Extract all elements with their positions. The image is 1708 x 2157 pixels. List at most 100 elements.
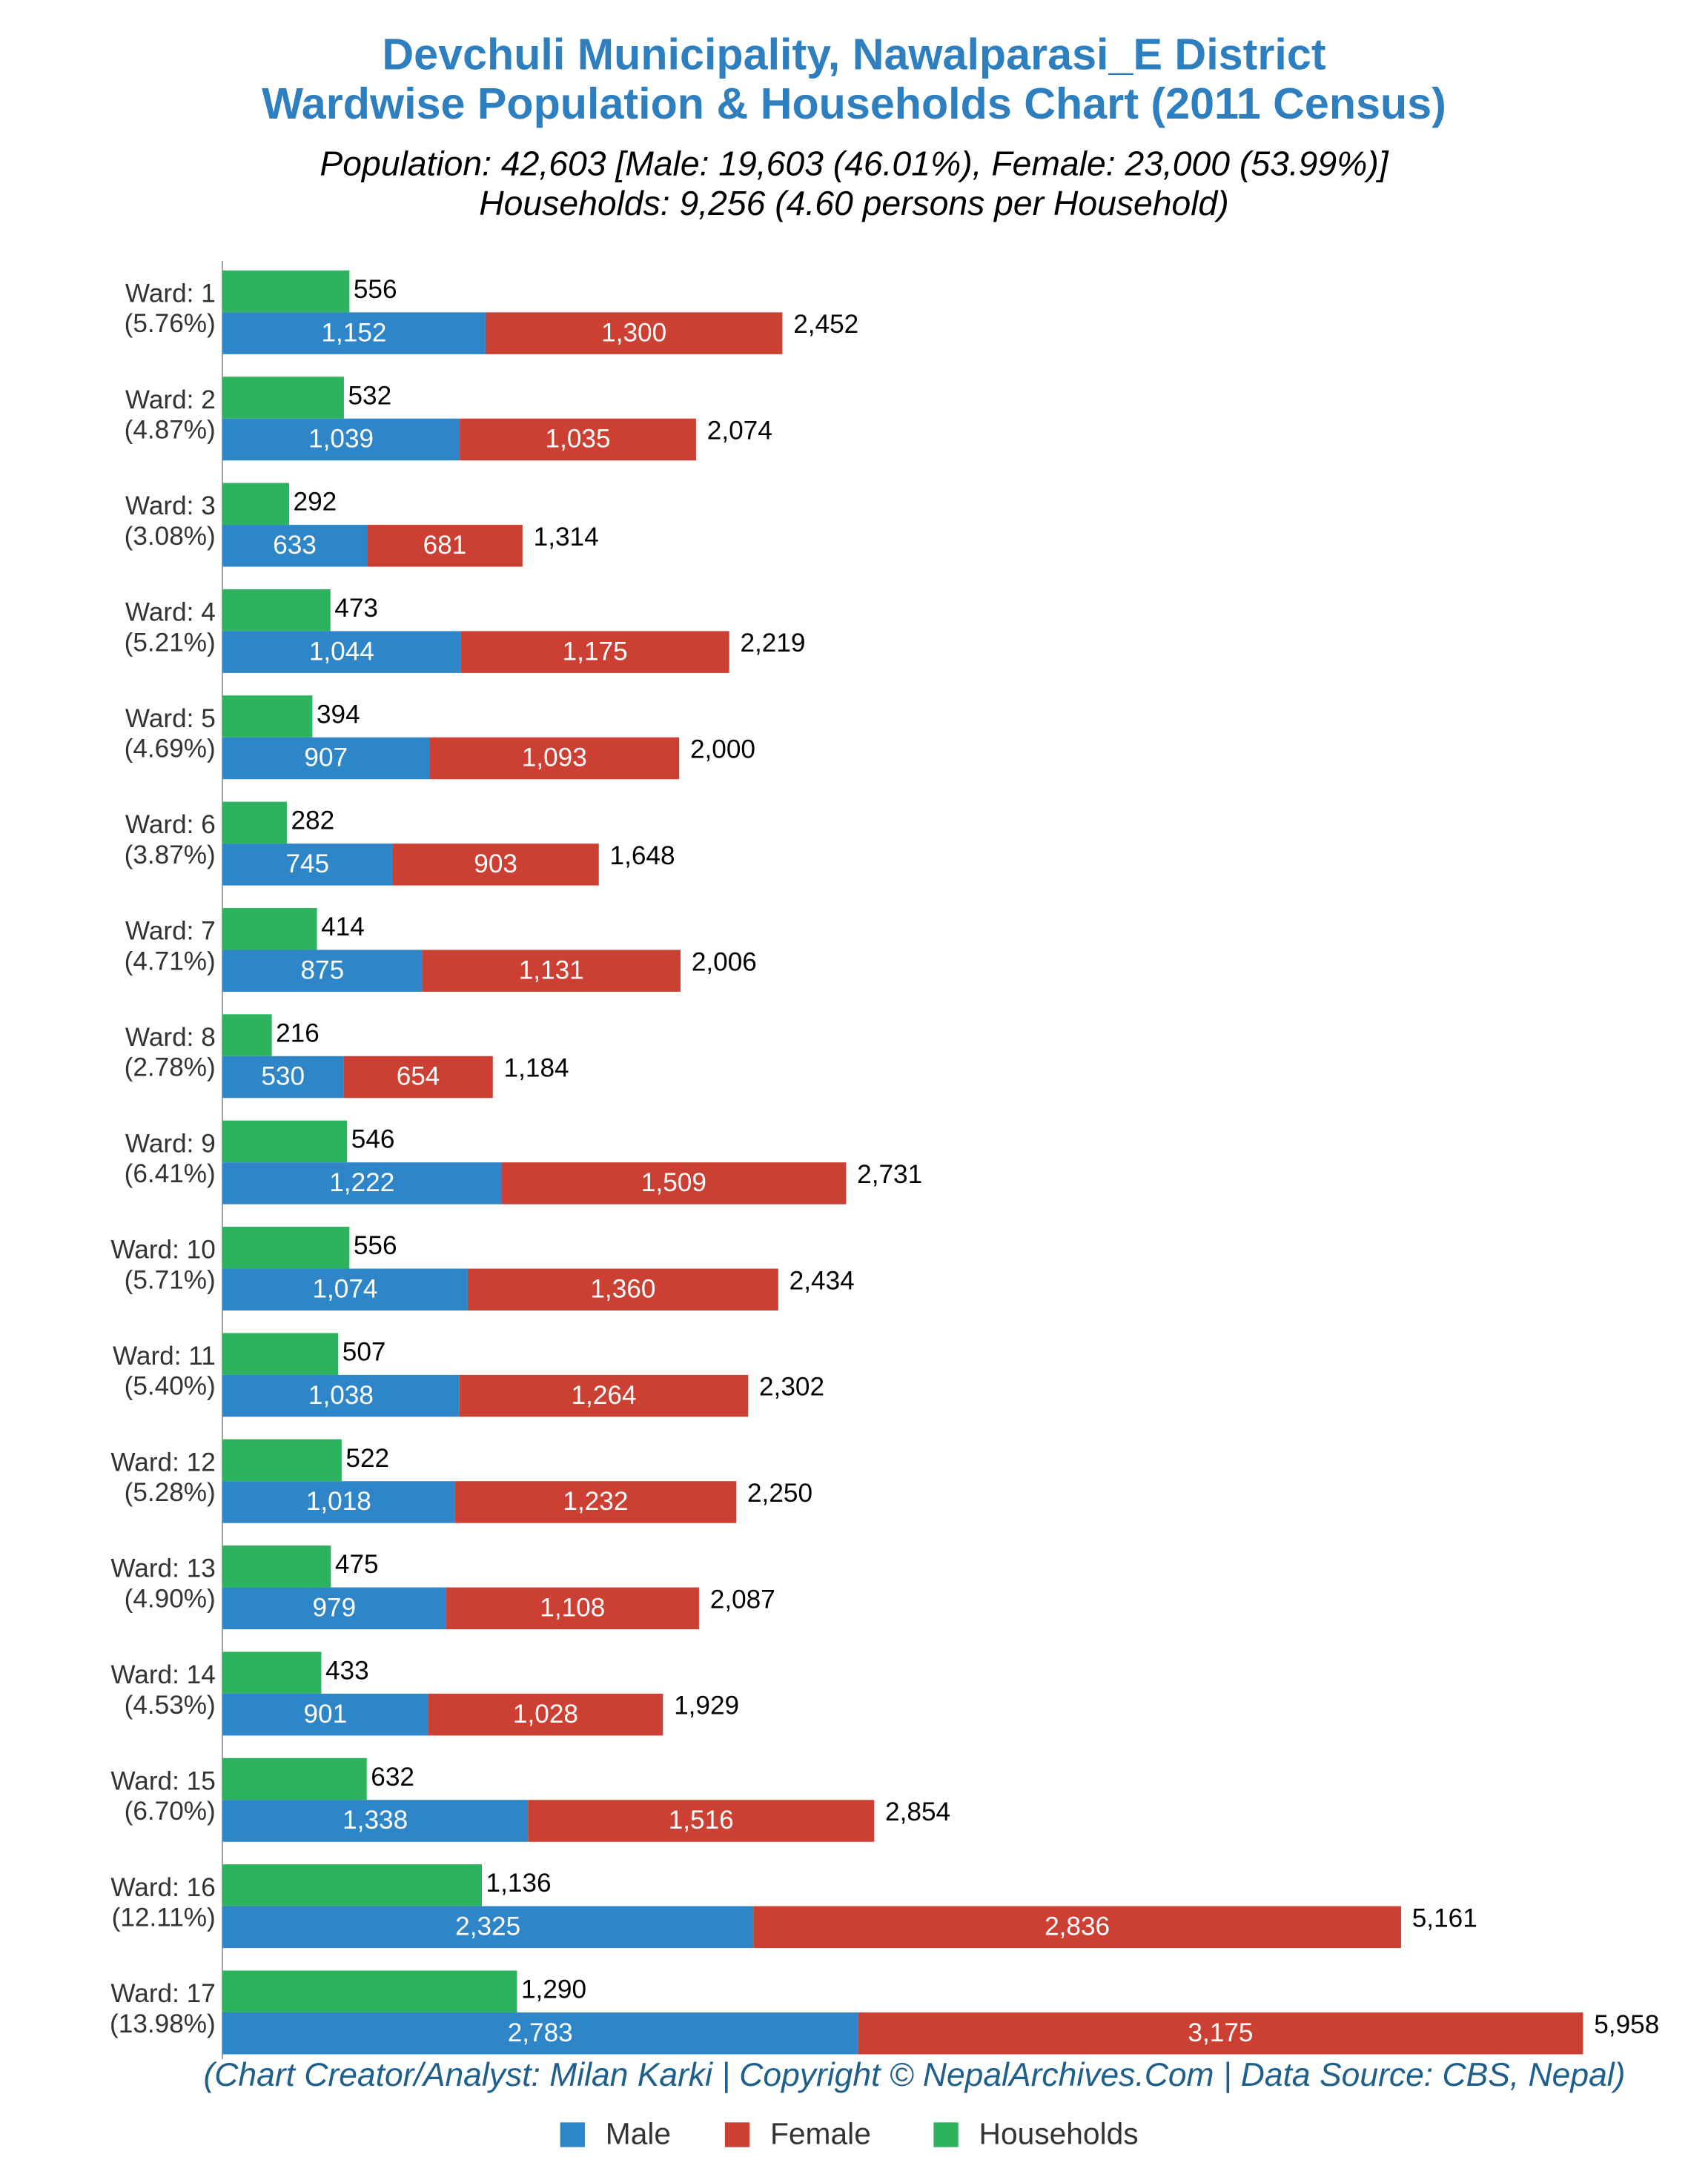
legend-swatch (560, 2122, 585, 2147)
category-share: (4.90%) (125, 1584, 216, 1613)
total-label: 2,000 (690, 735, 755, 764)
value-label: 681 (423, 531, 467, 560)
bar (222, 631, 461, 673)
bar (222, 737, 430, 780)
bar (528, 1800, 875, 1842)
value-label: 532 (348, 381, 391, 410)
value-label: 903 (474, 849, 517, 878)
value-label: 1,152 (321, 318, 386, 347)
category-share: (5.76%) (125, 309, 216, 338)
bar (428, 1693, 663, 1736)
total-label: 1,929 (674, 1692, 739, 1720)
value-label: 433 (325, 1657, 369, 1686)
total-label: 1,314 (534, 523, 599, 551)
value-label: 414 (321, 912, 365, 941)
category-label: Ward: 17 (110, 1979, 215, 2008)
bar (222, 1162, 502, 1205)
category-share: (5.40%) (125, 1372, 216, 1401)
chart-subtitle: Population: 42,603 [Male: 19,603 (46.01%… (320, 144, 1388, 182)
value-label: 1,360 (590, 1274, 655, 1303)
category-label: Ward: 4 (125, 598, 216, 627)
bar (485, 312, 783, 354)
bar (222, 801, 287, 844)
bar (222, 1906, 754, 1949)
bar (501, 1162, 847, 1205)
value-label: 1,038 (308, 1381, 374, 1410)
value-label: 1,028 (513, 1700, 578, 1729)
bar (429, 737, 680, 780)
category-label: Ward: 5 (125, 704, 216, 733)
value-label: 1,509 (641, 1168, 706, 1197)
bar (222, 2012, 858, 2055)
total-label: 1,184 (504, 1054, 569, 1083)
bar (222, 1693, 428, 1736)
value-label: 282 (291, 806, 334, 835)
bar (222, 1800, 529, 1842)
value-label: 1,018 (306, 1487, 371, 1516)
bar (222, 589, 331, 632)
category-share: (13.98%) (110, 2009, 216, 2038)
bar (222, 1333, 339, 1375)
legend-swatch (933, 2122, 959, 2147)
total-label: 2,074 (707, 417, 772, 445)
value-label: 1,290 (521, 1975, 586, 2004)
category-share: (5.21%) (125, 628, 216, 657)
bar (222, 695, 313, 738)
chart-subtitle: Households: 9,256 (4.60 persons per Hous… (479, 184, 1228, 222)
bar (222, 1374, 460, 1417)
bar (753, 1906, 1401, 1949)
value-label: 745 (285, 849, 329, 878)
category-label: Ward: 12 (110, 1448, 215, 1477)
value-label: 1,136 (486, 1869, 552, 1898)
bar (222, 1651, 322, 1694)
value-label: 216 (276, 1018, 320, 1047)
value-label: 522 (345, 1444, 389, 1473)
value-label: 475 (335, 1550, 379, 1579)
value-label: 530 (261, 1062, 305, 1091)
value-label: 1,131 (519, 955, 584, 984)
legend-label: Households (979, 2117, 1139, 2151)
category-share: (5.28%) (125, 1478, 216, 1507)
category-label: Ward: 16 (110, 1873, 215, 1902)
value-label: 654 (397, 1062, 440, 1091)
value-label: 1,222 (329, 1168, 394, 1197)
total-label: 2,731 (857, 1160, 922, 1189)
bar (222, 844, 393, 886)
total-label: 2,250 (747, 1479, 812, 1508)
category-share: (3.08%) (125, 522, 216, 551)
value-label: 633 (273, 531, 317, 560)
bar (222, 1587, 446, 1630)
value-label: 2,325 (455, 1912, 520, 1941)
value-label: 632 (371, 1763, 414, 1792)
value-label: 2,783 (508, 2018, 573, 2047)
value-label: 1,074 (312, 1274, 377, 1303)
bar (222, 418, 460, 461)
bar (222, 1864, 482, 1906)
total-label: 2,219 (740, 629, 805, 657)
bar (222, 1014, 272, 1056)
bar (222, 525, 368, 567)
value-label: 507 (342, 1337, 386, 1366)
category-label: Ward: 7 (125, 917, 216, 946)
total-label: 2,087 (710, 1585, 775, 1614)
category-share: (2.78%) (125, 1053, 216, 1082)
bar (467, 1268, 778, 1311)
value-label: 1,338 (342, 1806, 408, 1835)
value-label: 394 (317, 700, 360, 729)
value-label: 1,093 (522, 743, 587, 772)
category-label: Ward: 3 (125, 491, 216, 520)
bar (222, 1757, 367, 1800)
bar (222, 1120, 348, 1163)
legend-swatch (724, 2122, 750, 2147)
category-share: (4.71%) (125, 947, 216, 975)
bar (222, 1227, 350, 1269)
bar (222, 1545, 331, 1588)
value-label: 1,039 (308, 425, 374, 454)
total-label: 2,434 (790, 1266, 855, 1295)
total-label: 2,006 (692, 947, 757, 976)
value-label: 292 (294, 488, 337, 517)
bar (222, 1970, 517, 2012)
category-share: (4.87%) (125, 416, 216, 445)
total-label: 2,452 (793, 310, 858, 339)
